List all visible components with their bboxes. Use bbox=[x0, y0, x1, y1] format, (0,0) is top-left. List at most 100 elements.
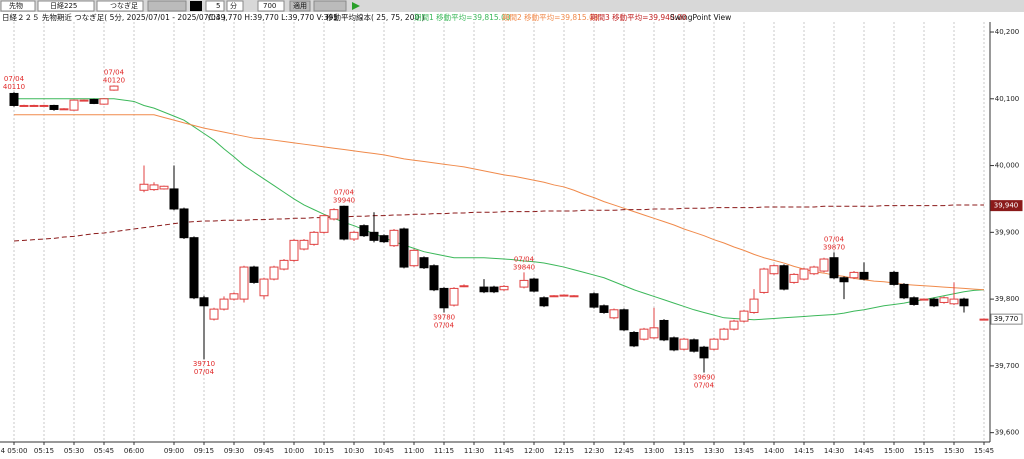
candle-body bbox=[679, 338, 689, 350]
x-tick-label: 09:45 bbox=[254, 447, 274, 455]
candle-body bbox=[949, 298, 959, 305]
annotation-value: 39840 bbox=[513, 263, 535, 271]
x-tick-label: 15:30 bbox=[944, 447, 964, 455]
candle-body bbox=[669, 337, 679, 351]
x-tick-label: 05:45 bbox=[94, 447, 114, 455]
candle-body bbox=[639, 328, 649, 340]
toolbar-item: 700 bbox=[263, 2, 276, 10]
annotation-value: 39940 bbox=[333, 197, 355, 205]
x-tick-label: 10:00 bbox=[284, 447, 304, 455]
info-title: 日経２２５ 先物期近 つなぎ足( 5分, 2025/07/01 - 2025/0… bbox=[2, 12, 226, 22]
candle-body bbox=[99, 98, 109, 105]
candle-body bbox=[769, 265, 779, 275]
y-tick-label: 39,800 bbox=[995, 295, 1020, 303]
play-icon[interactable] bbox=[352, 2, 360, 10]
candle-body bbox=[19, 104, 29, 107]
candle-body bbox=[779, 265, 789, 290]
price-tag-label: 39,770 bbox=[994, 315, 1019, 323]
candle-body bbox=[729, 320, 739, 330]
candle-body bbox=[399, 228, 409, 268]
candle-body bbox=[199, 297, 209, 307]
x-tick-label: 11:45 bbox=[494, 447, 514, 455]
candle-body bbox=[459, 285, 469, 288]
candle-body bbox=[709, 338, 719, 350]
candle-body bbox=[959, 298, 969, 307]
candle-body bbox=[589, 293, 599, 308]
candle-body bbox=[319, 215, 329, 233]
dropdown[interactable] bbox=[226, 0, 244, 12]
x-tick-label: 14:45 bbox=[854, 447, 874, 455]
candle-body bbox=[819, 258, 829, 272]
candle-body bbox=[149, 184, 159, 191]
y-tick-label: 39,900 bbox=[995, 228, 1020, 236]
candle-body bbox=[229, 293, 239, 300]
y-tick-label: 39,700 bbox=[995, 362, 1020, 370]
annotation-value: 40110 bbox=[3, 83, 25, 91]
candle-body bbox=[279, 259, 289, 270]
x-tick-label: 14:15 bbox=[794, 447, 814, 455]
x-tick-label: 10:30 bbox=[344, 447, 364, 455]
candle-body bbox=[59, 108, 69, 111]
candle-body bbox=[339, 205, 349, 240]
candle-body bbox=[939, 297, 949, 303]
x-tick-label: 09:30 bbox=[224, 447, 244, 455]
input[interactable] bbox=[205, 0, 225, 12]
button[interactable] bbox=[313, 0, 347, 12]
y-tick-label: 39,600 bbox=[995, 429, 1020, 437]
x-tick-label: 13:15 bbox=[674, 447, 694, 455]
x-tick-label: 05:15 bbox=[34, 447, 54, 455]
candle-body bbox=[289, 239, 299, 261]
dropdown[interactable] bbox=[37, 0, 95, 12]
candle-body bbox=[699, 346, 709, 359]
candle-body bbox=[899, 283, 909, 299]
candle-body bbox=[689, 339, 699, 352]
candle-body bbox=[649, 327, 659, 339]
annotation-date: 07/04 bbox=[514, 255, 535, 263]
color-box[interactable] bbox=[190, 1, 202, 11]
toolbar-item: つなぎ足 bbox=[110, 1, 138, 10]
candle-body bbox=[979, 318, 989, 321]
candle-body bbox=[269, 266, 279, 280]
annotation-value: 39780 bbox=[433, 313, 455, 321]
toolbar-item: 分 bbox=[230, 1, 237, 10]
price-tag bbox=[990, 313, 1023, 325]
annotation-value: 40120 bbox=[103, 76, 125, 84]
y-tick-label: 40,000 bbox=[995, 162, 1020, 170]
ma-line bbox=[13, 204, 984, 242]
y-tick-label: 40,200 bbox=[995, 28, 1020, 36]
x-tick-label: 14:00 bbox=[764, 447, 784, 455]
candle-body bbox=[309, 231, 319, 245]
candle-body bbox=[519, 279, 529, 288]
candle-body bbox=[109, 85, 119, 91]
candle-body bbox=[349, 231, 359, 240]
candle-body bbox=[49, 104, 59, 110]
dropdown[interactable] bbox=[96, 0, 144, 12]
x-tick-label: 11:00 bbox=[404, 447, 424, 455]
candle-body bbox=[209, 308, 219, 320]
candle-body bbox=[189, 237, 199, 299]
x-tick-label: 11:15 bbox=[434, 447, 454, 455]
info-ma: 移動平均線本( 25, 75, 200 ) bbox=[326, 12, 425, 22]
candle-body bbox=[789, 273, 799, 283]
candle-body bbox=[439, 287, 449, 309]
candle-body bbox=[39, 104, 49, 107]
dropdown[interactable] bbox=[0, 0, 36, 12]
candle-body bbox=[889, 271, 899, 285]
candle-body bbox=[449, 287, 459, 306]
input[interactable] bbox=[257, 0, 285, 12]
x-tick-label: 15:45 bbox=[974, 447, 994, 455]
annotation-value: 39710 bbox=[193, 360, 215, 368]
x-tick-label: 11:30 bbox=[464, 447, 484, 455]
annotation-date: 07/04 bbox=[434, 321, 455, 329]
info-ohlcv: C:39,770 H:39,770 L:39,770 V:395 bbox=[208, 13, 338, 22]
annotation-date: 07/04 bbox=[194, 368, 215, 376]
candle-body bbox=[169, 188, 179, 210]
button[interactable] bbox=[147, 0, 187, 12]
candle-body bbox=[929, 298, 939, 307]
button[interactable] bbox=[289, 0, 311, 12]
candle-body bbox=[419, 257, 429, 269]
candle-body bbox=[829, 257, 839, 279]
candle-body bbox=[79, 99, 89, 102]
y-tick-label: 40,100 bbox=[995, 95, 1020, 103]
